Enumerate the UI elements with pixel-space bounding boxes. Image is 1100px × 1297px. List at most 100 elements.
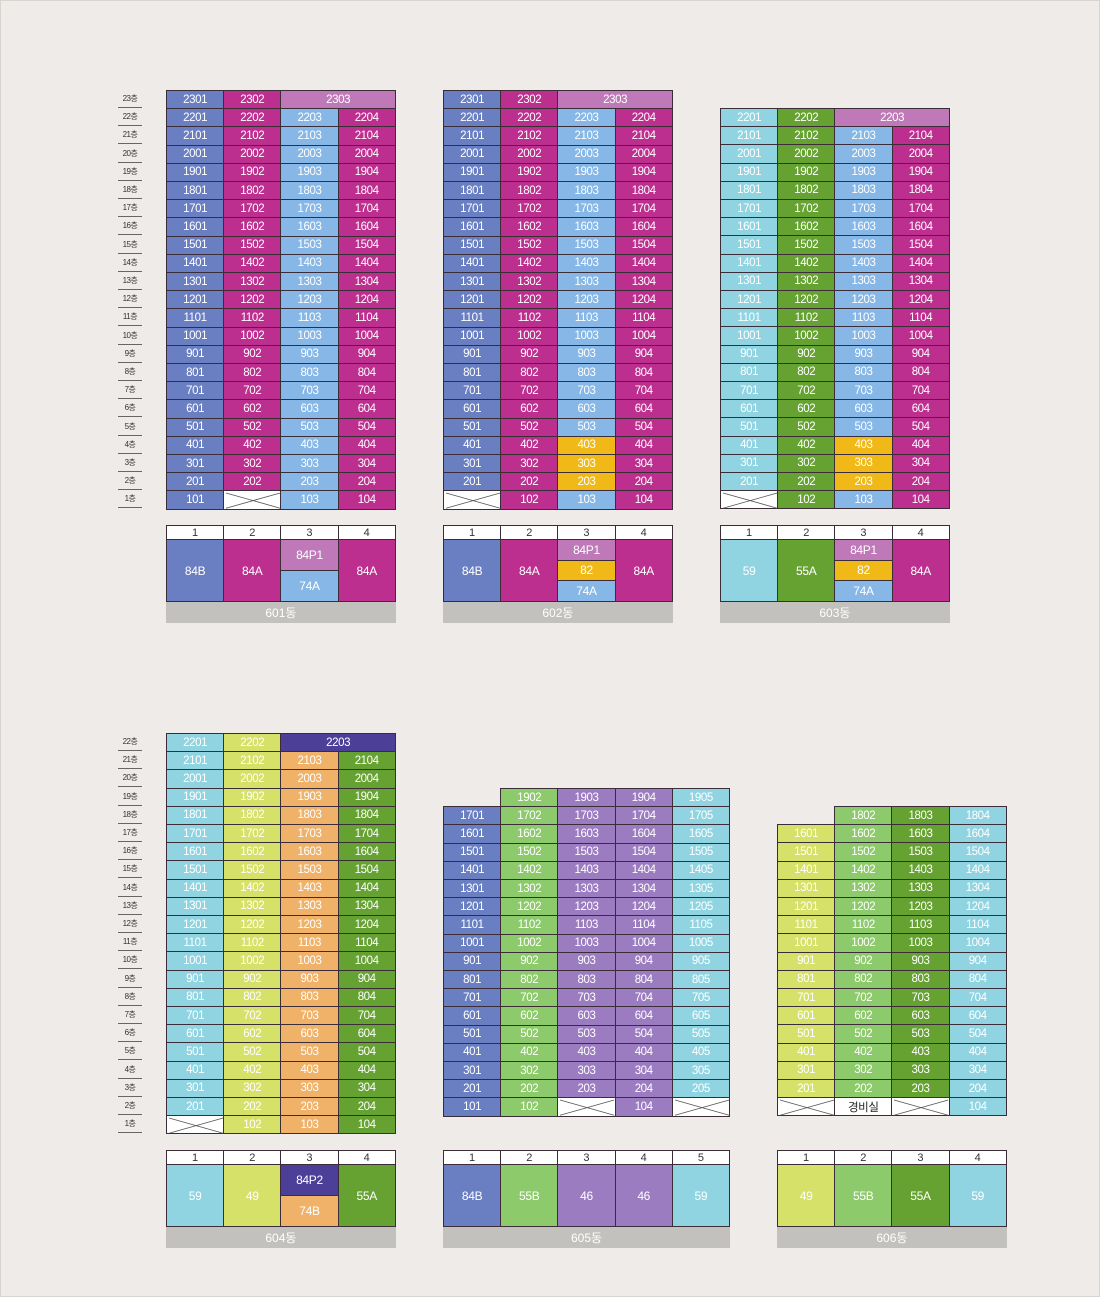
unit-2004[interactable]: 2004 <box>891 144 950 164</box>
unit-1401[interactable]: 1401 <box>720 253 779 273</box>
unit-1604[interactable]: 1604 <box>614 824 673 844</box>
unit-1102[interactable]: 1102 <box>777 308 836 328</box>
unit-1303[interactable]: 1303 <box>891 878 950 898</box>
unit-304[interactable]: 304 <box>891 453 950 473</box>
unit-1003[interactable]: 1003 <box>280 951 339 971</box>
unit-403[interactable]: 403 <box>280 435 339 455</box>
unit-2202[interactable]: 2202 <box>223 733 282 753</box>
unit-401[interactable]: 401 <box>443 1042 502 1062</box>
unit-1404[interactable]: 1404 <box>891 253 950 273</box>
unit-904[interactable]: 904 <box>891 344 950 364</box>
unit-1803[interactable]: 1803 <box>280 181 339 201</box>
unit-1201[interactable]: 1201 <box>443 897 502 917</box>
unit-1802[interactable]: 1802 <box>834 806 893 826</box>
unit-1003[interactable]: 1003 <box>891 933 950 953</box>
unit-1904[interactable]: 1904 <box>614 162 673 182</box>
unit-1601[interactable]: 1601 <box>166 842 225 862</box>
unit-2103[interactable]: 2103 <box>557 126 616 146</box>
unit-803[interactable]: 803 <box>891 969 950 989</box>
unit-1904[interactable]: 1904 <box>891 162 950 182</box>
unit-1303[interactable]: 1303 <box>280 272 339 292</box>
unit-1101[interactable]: 1101 <box>443 308 502 328</box>
unit-304[interactable]: 304 <box>614 1061 673 1081</box>
unit-801[interactable]: 801 <box>443 363 502 383</box>
unit-604[interactable]: 604 <box>337 399 396 419</box>
unit-1502[interactable]: 1502 <box>777 235 836 255</box>
unit-2201[interactable]: 2201 <box>166 733 225 753</box>
unit-2004[interactable]: 2004 <box>337 769 396 789</box>
unit-1904[interactable]: 1904 <box>337 787 396 807</box>
unit-1703[interactable]: 1703 <box>834 199 893 219</box>
unit-1205[interactable]: 1205 <box>671 897 730 917</box>
unit-201[interactable]: 201 <box>443 472 502 492</box>
unit-401[interactable]: 401 <box>777 1042 836 1062</box>
unit-903[interactable]: 903 <box>891 951 950 971</box>
unit-1802[interactable]: 1802 <box>223 181 282 201</box>
unit-1202[interactable]: 1202 <box>223 915 282 935</box>
unit-1103[interactable]: 1103 <box>891 915 950 935</box>
unit-1903[interactable]: 1903 <box>834 162 893 182</box>
unit-1002[interactable]: 1002 <box>223 326 282 346</box>
unit-304[interactable]: 304 <box>337 454 396 474</box>
unit-1602[interactable]: 1602 <box>223 842 282 862</box>
unit-1301[interactable]: 1301 <box>443 272 502 292</box>
unit-603[interactable]: 603 <box>557 399 616 419</box>
unit-1302[interactable]: 1302 <box>223 896 282 916</box>
unit-1503[interactable]: 1503 <box>280 235 339 255</box>
unit-403[interactable]: 403 <box>834 435 893 455</box>
unit-1101[interactable]: 1101 <box>720 308 779 328</box>
unit-503[interactable]: 503 <box>891 1024 950 1044</box>
unit-2003[interactable]: 2003 <box>280 144 339 164</box>
unit-1903[interactable]: 1903 <box>557 162 616 182</box>
unit-301[interactable]: 301 <box>443 1061 502 1081</box>
unit-1801[interactable]: 1801 <box>166 805 225 825</box>
unit-1204[interactable]: 1204 <box>614 897 673 917</box>
unit-204[interactable]: 204 <box>614 472 673 492</box>
unit-502[interactable]: 502 <box>223 1042 282 1062</box>
unit-1604[interactable]: 1604 <box>337 217 396 237</box>
unit-403[interactable]: 403 <box>891 1042 950 1062</box>
unit-1901[interactable]: 1901 <box>166 162 225 182</box>
unit-402[interactable]: 402 <box>777 435 836 455</box>
unit-1503[interactable]: 1503 <box>557 235 616 255</box>
unit-302[interactable]: 302 <box>223 1078 282 1098</box>
unit-101[interactable]: 101 <box>443 1097 502 1117</box>
unit-1903[interactable]: 1903 <box>557 788 616 808</box>
unit-1601[interactable]: 1601 <box>166 217 225 237</box>
unit-403[interactable]: 403 <box>280 1060 339 1080</box>
unit-1202[interactable]: 1202 <box>500 290 559 310</box>
unit-1203[interactable]: 1203 <box>280 290 339 310</box>
unit-803[interactable]: 803 <box>834 362 893 382</box>
unit-1602[interactable]: 1602 <box>500 824 559 844</box>
unit-1102[interactable]: 1102 <box>500 915 559 935</box>
unit-204[interactable]: 204 <box>614 1079 673 1099</box>
unit-603[interactable]: 603 <box>834 399 893 419</box>
unit-702[interactable]: 702 <box>500 988 559 1008</box>
unit-604[interactable]: 604 <box>614 399 673 419</box>
unit-1701[interactable]: 1701 <box>166 199 225 219</box>
unit-1503[interactable]: 1503 <box>557 842 616 862</box>
unit-1802[interactable]: 1802 <box>500 181 559 201</box>
unit-202[interactable]: 202 <box>223 472 282 492</box>
unit-1401[interactable]: 1401 <box>777 860 836 880</box>
unit-1304[interactable]: 1304 <box>891 271 950 291</box>
unit-1902[interactable]: 1902 <box>500 788 559 808</box>
unit-1003[interactable]: 1003 <box>834 326 893 346</box>
unit-1103[interactable]: 1103 <box>557 915 616 935</box>
unit-1804[interactable]: 1804 <box>337 181 396 201</box>
unit-2202[interactable]: 2202 <box>223 108 282 128</box>
unit-802[interactable]: 802 <box>500 970 559 990</box>
unit-901[interactable]: 901 <box>777 951 836 971</box>
unit-704[interactable]: 704 <box>614 988 673 1008</box>
unit-1603[interactable]: 1603 <box>280 217 339 237</box>
unit-604[interactable]: 604 <box>337 1024 396 1044</box>
unit-903[interactable]: 903 <box>280 344 339 364</box>
unit-1104[interactable]: 1104 <box>614 308 673 328</box>
unit-1002[interactable]: 1002 <box>500 933 559 953</box>
unit-1601[interactable]: 1601 <box>777 824 836 844</box>
unit-1105[interactable]: 1105 <box>671 915 730 935</box>
unit-1703[interactable]: 1703 <box>557 199 616 219</box>
unit-903[interactable]: 903 <box>557 951 616 971</box>
unit-1603[interactable]: 1603 <box>557 824 616 844</box>
unit-701[interactable]: 701 <box>443 988 502 1008</box>
